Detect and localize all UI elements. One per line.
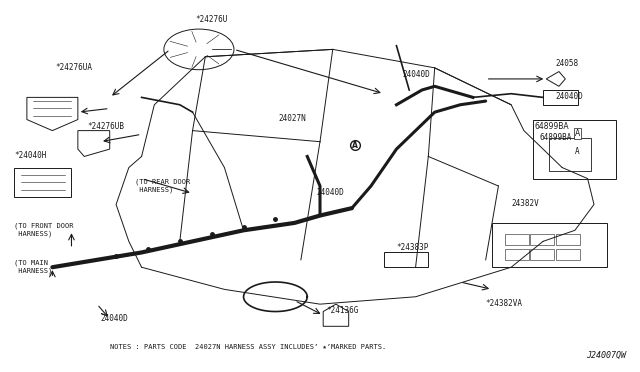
Bar — [14, 167, 72, 197]
Text: 24382V: 24382V — [511, 199, 539, 208]
Text: A: A — [575, 129, 580, 138]
Text: (TO MAIN
 HARNESS): (TO MAIN HARNESS) — [14, 260, 52, 274]
Text: 24027N: 24027N — [278, 114, 307, 123]
Text: (TO FRONT DOOR
 HARNESS): (TO FRONT DOOR HARNESS) — [14, 223, 74, 237]
Bar — [534, 119, 616, 179]
Text: 64899BA: 64899BA — [534, 122, 569, 131]
Bar — [505, 234, 529, 245]
Text: 64899BA: 64899BA — [540, 133, 572, 142]
Bar — [549, 138, 591, 171]
Text: A: A — [352, 141, 358, 150]
Text: *24276U: *24276U — [196, 15, 228, 23]
Bar — [505, 249, 529, 260]
Bar — [531, 249, 554, 260]
Bar — [556, 249, 580, 260]
Text: 24040D: 24040D — [556, 92, 584, 101]
Text: *24136G: *24136G — [326, 306, 359, 315]
Bar — [543, 90, 578, 105]
Text: *24276UA: *24276UA — [56, 62, 93, 71]
Text: *24382VA: *24382VA — [486, 299, 523, 308]
Text: *24040H: *24040H — [14, 151, 47, 160]
Text: NOTES : PARTS CODE  24027N HARNESS ASSY INCLUDES’ ★’MARKED PARTS.: NOTES : PARTS CODE 24027N HARNESS ASSY I… — [109, 344, 386, 350]
Text: *24383P: *24383P — [396, 243, 429, 253]
Text: (TO REAR DOOR
 HARNESS): (TO REAR DOOR HARNESS) — [135, 179, 191, 193]
Text: J24007QW: J24007QW — [586, 350, 626, 359]
Bar — [492, 223, 607, 267]
Bar — [556, 234, 580, 245]
Text: 24040D: 24040D — [100, 314, 128, 323]
Text: 24058: 24058 — [556, 59, 579, 68]
Text: 24040D: 24040D — [403, 70, 431, 79]
Text: 24040D: 24040D — [317, 188, 344, 197]
Bar — [531, 234, 554, 245]
Text: *24276UB: *24276UB — [88, 122, 124, 131]
Text: A: A — [575, 147, 579, 157]
Bar — [384, 253, 428, 267]
